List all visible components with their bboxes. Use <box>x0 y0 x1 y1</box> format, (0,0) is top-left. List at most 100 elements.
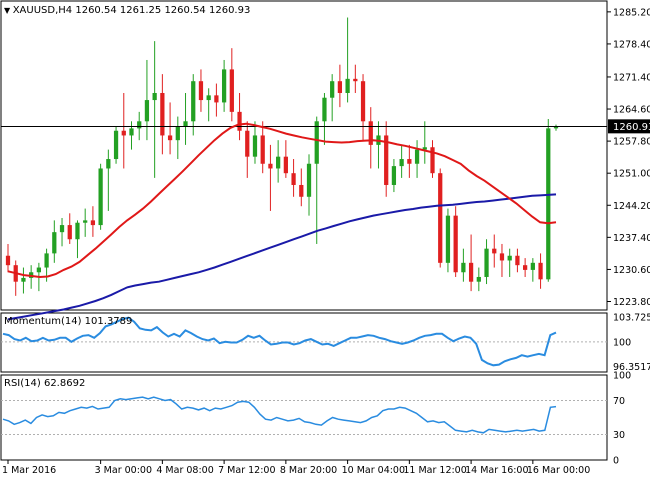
candle-body <box>129 128 134 136</box>
price-panel-frame <box>0 0 608 311</box>
candle-body <box>468 262 474 282</box>
price-tick-label: 1244.20 <box>613 201 650 212</box>
candle-body <box>553 126 559 129</box>
candle-body <box>507 255 512 261</box>
sma-slow-line <box>7 193 557 321</box>
candle-body <box>191 81 196 122</box>
candle-body <box>306 163 312 197</box>
candle-body <box>546 128 551 280</box>
candle-body <box>407 159 412 164</box>
momentum-panel-frame <box>0 312 608 373</box>
current-price-label: 1260.93 <box>613 122 650 133</box>
candle-body <box>283 156 288 174</box>
candle-body <box>214 95 219 103</box>
candle-body <box>414 149 420 164</box>
candle-body <box>137 121 142 129</box>
gridlines <box>1 341 607 435</box>
candle-body <box>453 215 458 273</box>
candle-body <box>314 121 319 164</box>
symbol-label: XAUUSD,H4 <box>13 5 72 16</box>
candle-body <box>67 225 72 240</box>
candle-body <box>52 232 57 254</box>
candle-body <box>391 166 397 185</box>
oscillators <box>2 316 557 434</box>
candle-body <box>160 92 165 136</box>
moving-averages <box>1 122 607 321</box>
candle-body <box>121 130 126 136</box>
time-tick-label: 7 Mar 12:00 <box>218 465 275 476</box>
time-tick-label: 4 Mar 08:00 <box>156 465 213 476</box>
candle-body <box>399 159 404 167</box>
candle-body <box>515 255 520 266</box>
rsi-tick-label: 30 <box>613 430 625 441</box>
candle-body <box>229 69 234 112</box>
panel-frames <box>0 0 608 461</box>
time-tick-label: 14 Mar 16:00 <box>465 465 528 476</box>
ohlc-high: 1261.25 <box>120 5 161 16</box>
candle-body <box>144 100 150 122</box>
rsi-line <box>2 396 557 434</box>
candle-body <box>75 222 80 240</box>
dropdown-arrow-icon[interactable]: ▼ <box>4 6 13 15</box>
candle-body <box>237 111 242 131</box>
candle-body <box>360 81 366 122</box>
momentum-tick-label: 100 <box>613 337 631 348</box>
rsi-label: RSI(14) 62.8692 <box>4 378 85 389</box>
candle-body <box>113 130 119 160</box>
candle-body <box>183 121 188 127</box>
price-tick-label: 1223.80 <box>613 297 650 308</box>
time-tick-label: 1 Mar 2016 <box>2 465 56 476</box>
price-tick-label: 1251.00 <box>613 169 650 180</box>
candle-body <box>36 267 41 273</box>
candle-body <box>353 78 358 82</box>
candle-body <box>90 220 96 226</box>
time-tick-label: 16 Mar 00:00 <box>527 465 590 476</box>
price-tick-label: 1285.20 <box>613 7 650 18</box>
rsi-panel-frame <box>0 374 608 461</box>
candle-body <box>252 135 258 157</box>
candle-body <box>221 69 227 103</box>
chart-header: ▼ XAUUSD,H4 1260.54 1261.25 1260.54 1260… <box>4 5 250 389</box>
candle-body <box>523 265 528 270</box>
candle-body <box>368 121 373 145</box>
time-tick-label: 11 Mar 12:00 <box>403 465 466 476</box>
candle-body <box>83 220 88 223</box>
candle-body <box>461 262 466 273</box>
candle-body <box>245 130 250 157</box>
momentum-line <box>2 316 557 367</box>
price-tick-label: 1257.80 <box>613 137 650 148</box>
candle-body <box>291 173 296 185</box>
time-tick-label: 10 Mar 04:00 <box>342 465 405 476</box>
candle-body <box>430 147 435 174</box>
time-tick-label: 3 Mar 00:00 <box>95 465 152 476</box>
candle-body <box>445 215 451 263</box>
candle-body <box>476 276 481 282</box>
price-tick-label: 1237.40 <box>613 233 650 244</box>
candle-body <box>499 253 505 261</box>
candle-body <box>167 135 173 141</box>
candle-body <box>492 248 497 254</box>
rsi-tick-label: 0 <box>613 456 619 467</box>
ohlc-low: 1260.54 <box>164 5 205 16</box>
candle-body <box>337 81 343 93</box>
sma-fast-line <box>7 122 557 279</box>
candle-body <box>322 97 327 122</box>
candle-body <box>21 277 26 282</box>
price-tick-label: 1271.40 <box>613 72 650 83</box>
time-tick-label: 8 Mar 20:00 <box>280 465 337 476</box>
candle-body <box>530 262 535 270</box>
current-price-box <box>608 119 650 134</box>
chart-title: ▼ XAUUSD,H4 1260.54 1261.25 1260.54 1260… <box>4 5 250 16</box>
candle-body <box>422 147 427 150</box>
candle-body <box>260 135 265 164</box>
momentum-tick-label: 103.7252 <box>613 312 650 323</box>
momentum-tick-label: 96.3517 <box>613 362 650 373</box>
candle-body <box>98 168 103 226</box>
candle-body <box>438 173 443 263</box>
candle-body <box>5 255 11 266</box>
candle-body <box>384 135 389 185</box>
candles <box>5 17 559 296</box>
candle-body <box>175 126 180 141</box>
candle-body <box>206 95 211 101</box>
